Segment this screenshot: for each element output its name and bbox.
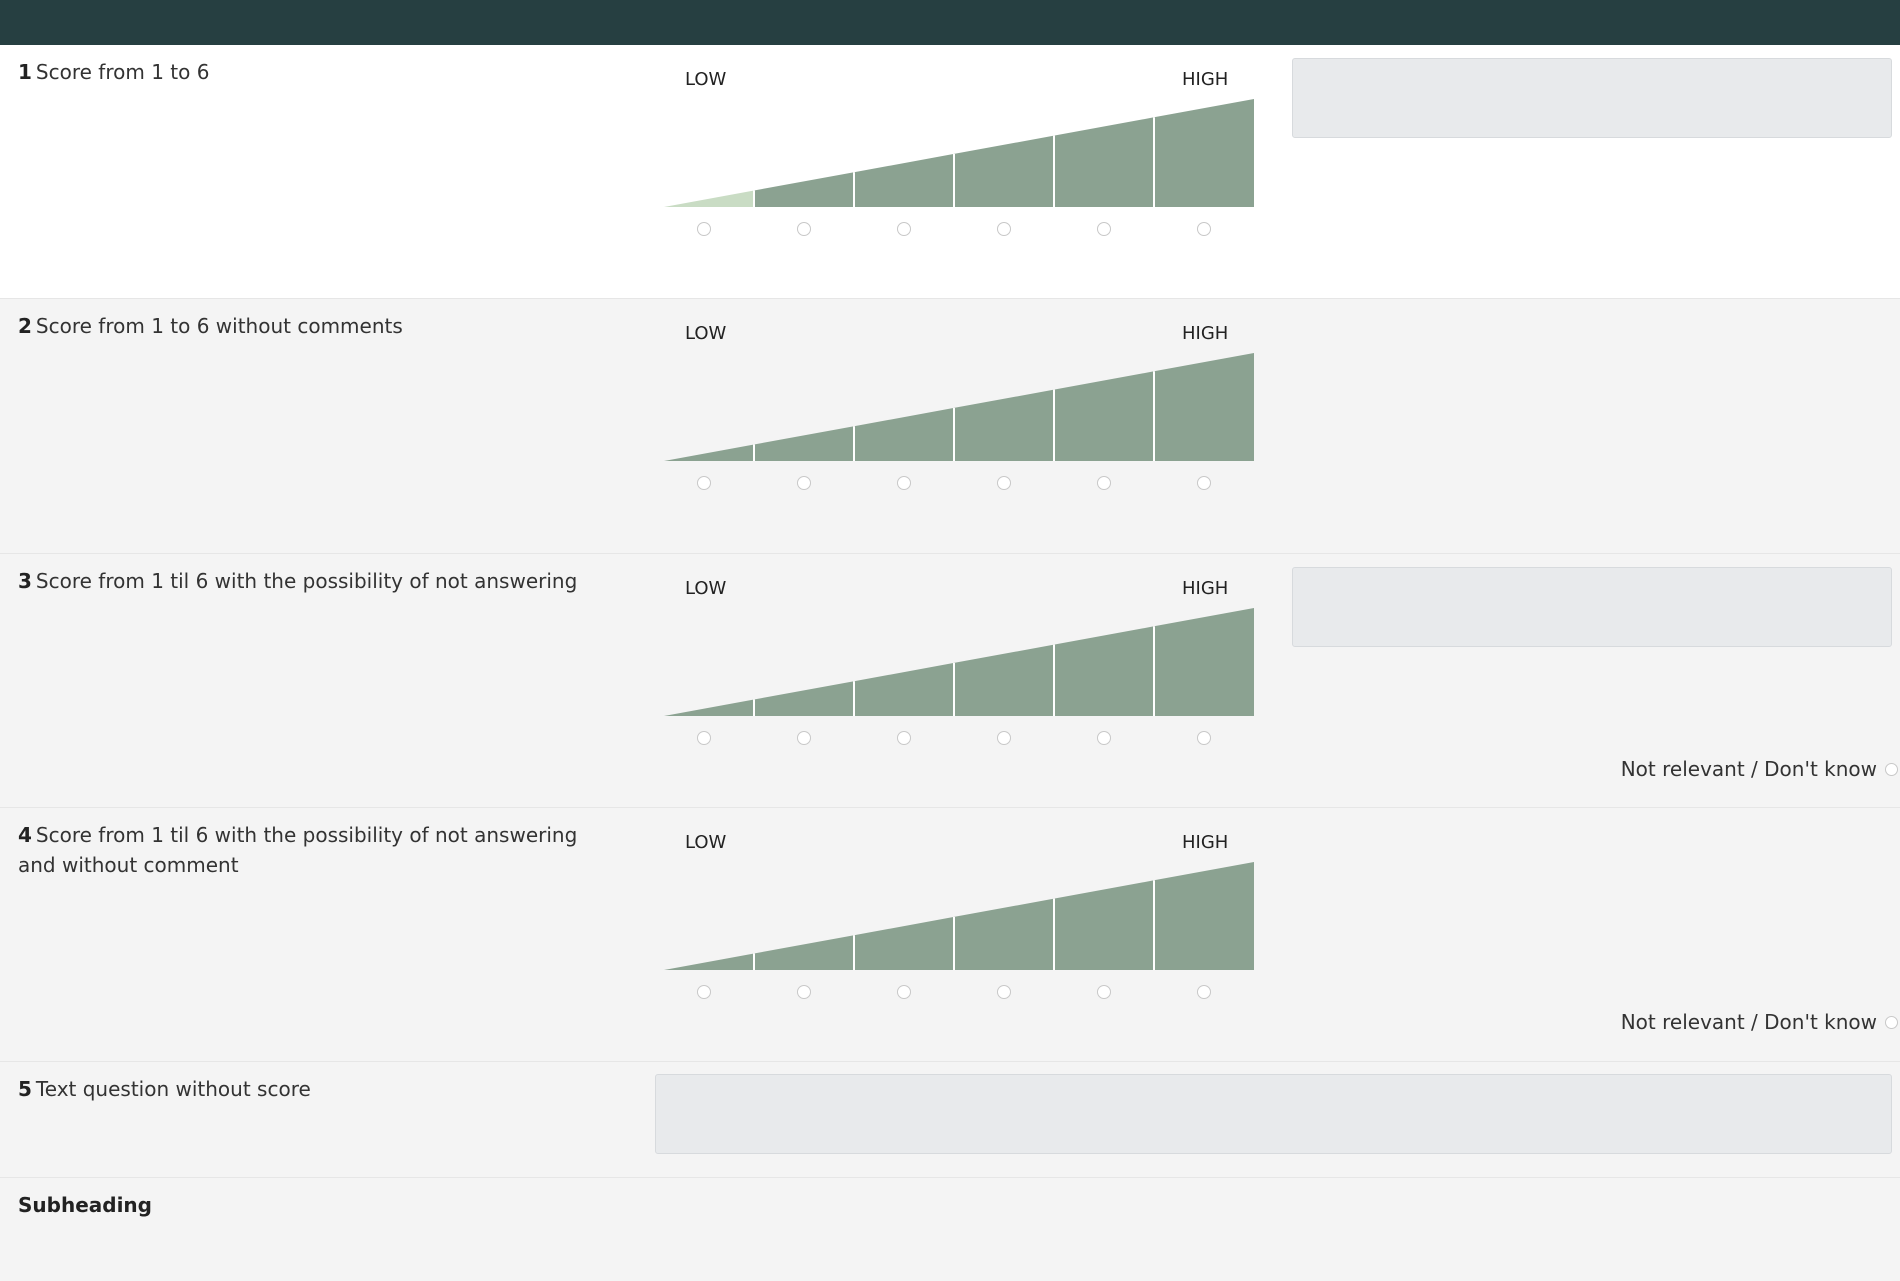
high-label: HIGH <box>1182 323 1229 344</box>
not-relevant-radio[interactable] <box>1885 1015 1898 1029</box>
subheading: Subheading <box>18 1193 152 1217</box>
text-answer-input[interactable] <box>655 1074 1892 1154</box>
low-label: LOW <box>685 69 727 90</box>
question-number: 2 <box>18 314 32 338</box>
score-segment-1[interactable] <box>664 953 754 970</box>
score-segment-4[interactable] <box>954 898 1054 970</box>
comment-input[interactable] <box>1292 58 1892 138</box>
score-segment-2[interactable] <box>754 681 854 716</box>
score-segment-3[interactable] <box>854 153 954 207</box>
not-relevant-radio[interactable] <box>1885 762 1898 776</box>
low-label: LOW <box>685 323 727 344</box>
question-number: 1 <box>18 60 32 84</box>
score-radio-2[interactable] <box>797 985 811 999</box>
question-row: 2 Score from 1 to 6 without comments LOW … <box>0 299 1900 554</box>
question-number: 5 <box>18 1077 32 1101</box>
question-text: 2 Score from 1 to 6 without comments <box>18 311 608 341</box>
score-radio-1[interactable] <box>697 985 711 999</box>
score-wedge <box>664 608 1254 745</box>
comment-input[interactable] <box>1292 567 1892 647</box>
score-radio-3[interactable] <box>897 731 911 745</box>
score-radio-3[interactable] <box>897 476 911 490</box>
score-segment-5[interactable] <box>1054 117 1154 207</box>
score-scale: LOW HIGH <box>656 554 1256 754</box>
score-segment-4[interactable] <box>954 644 1054 716</box>
score-radio-4[interactable] <box>997 985 1011 999</box>
score-segment-2[interactable] <box>754 935 854 970</box>
score-wedge <box>664 862 1254 999</box>
score-segment-3[interactable] <box>854 662 954 716</box>
score-radio-6[interactable] <box>1197 985 1211 999</box>
not-relevant-label: Not relevant / Don't know <box>1620 757 1877 781</box>
score-radio-3[interactable] <box>897 985 911 999</box>
score-segment-5[interactable] <box>1054 880 1154 970</box>
question-text: 4 Score from 1 til 6 with the possibility… <box>18 820 608 880</box>
score-scale: LOW HIGH <box>656 45 1256 245</box>
low-label: LOW <box>685 578 727 599</box>
question-row: 3 Score from 1 til 6 with the possibility… <box>0 554 1900 808</box>
score-radio-5[interactable] <box>1097 222 1111 236</box>
question-text: 1 Score from 1 to 6 <box>18 57 608 87</box>
question-label: Score from 1 til 6 with the possibility … <box>35 569 578 593</box>
high-label: HIGH <box>1182 69 1229 90</box>
score-wedge <box>664 353 1254 490</box>
score-radio-2[interactable] <box>797 731 811 745</box>
question-row: 5 Text question without score <box>0 1062 1900 1178</box>
question-text: 3 Score from 1 til 6 with the possibility… <box>18 566 608 596</box>
question-row: 1 Score from 1 to 6 LOW HIGH <box>0 45 1900 299</box>
score-radio-1[interactable] <box>697 731 711 745</box>
high-label: HIGH <box>1182 832 1229 853</box>
score-radio-1[interactable] <box>697 222 711 236</box>
score-segment-1[interactable] <box>664 699 754 716</box>
score-segment-5[interactable] <box>1054 626 1154 716</box>
score-scale: LOW HIGH <box>656 808 1256 1008</box>
not-relevant-option[interactable]: Not relevant / Don't know <box>1621 757 1900 781</box>
question-number: 3 <box>18 569 32 593</box>
score-segment-5[interactable] <box>1054 371 1154 461</box>
low-label: LOW <box>685 832 727 853</box>
score-segment-4[interactable] <box>954 135 1054 207</box>
score-segment-1[interactable] <box>664 190 754 207</box>
question-label: Score from 1 to 6 without comments <box>35 314 403 338</box>
score-segment-2[interactable] <box>754 172 854 207</box>
score-radio-4[interactable] <box>997 222 1011 236</box>
score-radio-6[interactable] <box>1197 476 1211 490</box>
score-segment-3[interactable] <box>854 407 954 461</box>
question-number: 4 <box>18 823 32 847</box>
score-radio-1[interactable] <box>697 476 711 490</box>
score-radio-4[interactable] <box>997 476 1011 490</box>
high-label: HIGH <box>1182 578 1229 599</box>
score-segment-2[interactable] <box>754 426 854 461</box>
score-segment-6[interactable] <box>1154 862 1254 970</box>
not-relevant-label: Not relevant / Don't know <box>1620 1010 1877 1034</box>
question-label: Score from 1 to 6 <box>35 60 210 84</box>
score-scale: LOW HIGH <box>656 299 1256 499</box>
score-radio-2[interactable] <box>797 222 811 236</box>
score-segment-1[interactable] <box>664 444 754 461</box>
question-row: 4 Score from 1 til 6 with the possibility… <box>0 808 1900 1062</box>
score-radio-6[interactable] <box>1197 222 1211 236</box>
score-radio-2[interactable] <box>797 476 811 490</box>
score-radio-4[interactable] <box>997 731 1011 745</box>
score-radio-5[interactable] <box>1097 985 1111 999</box>
not-relevant-option[interactable]: Not relevant / Don't know <box>1621 1010 1900 1034</box>
score-radio-5[interactable] <box>1097 476 1111 490</box>
top-bar <box>0 0 1900 45</box>
question-label: Text question without score <box>35 1077 311 1101</box>
question-label: Score from 1 til 6 with the possibility … <box>18 823 578 877</box>
score-segment-6[interactable] <box>1154 99 1254 207</box>
score-segment-6[interactable] <box>1154 608 1254 716</box>
score-segment-6[interactable] <box>1154 353 1254 461</box>
score-radio-6[interactable] <box>1197 731 1211 745</box>
score-segment-4[interactable] <box>954 389 1054 461</box>
question-text: 5 Text question without score <box>18 1074 608 1104</box>
score-wedge <box>664 99 1254 236</box>
score-radio-5[interactable] <box>1097 731 1111 745</box>
score-radio-3[interactable] <box>897 222 911 236</box>
score-segment-3[interactable] <box>854 916 954 970</box>
